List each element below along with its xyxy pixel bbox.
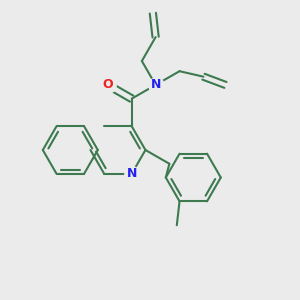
- Text: N: N: [127, 167, 137, 180]
- Text: O: O: [103, 78, 113, 92]
- Text: N: N: [150, 78, 161, 92]
